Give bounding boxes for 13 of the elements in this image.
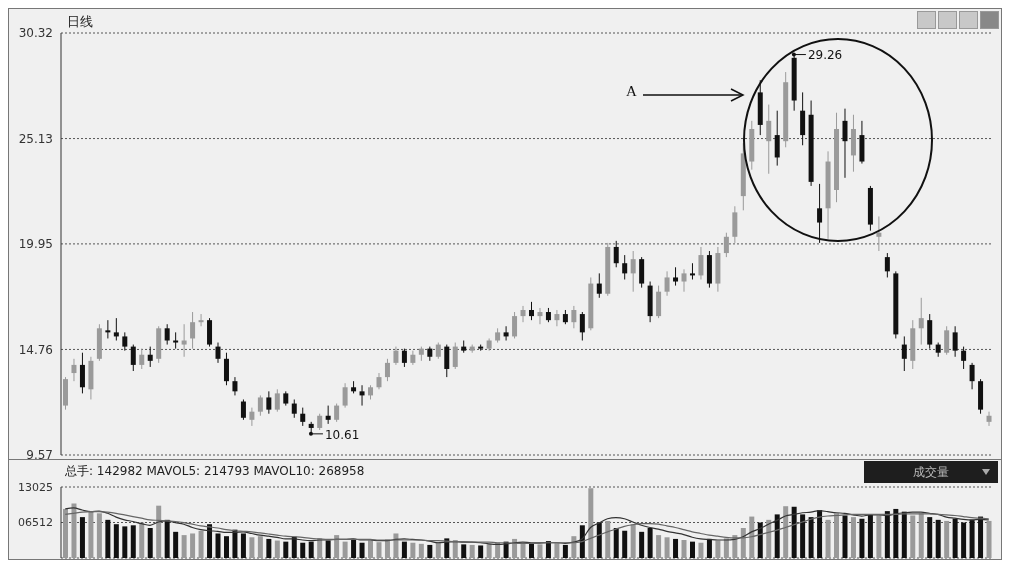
y-tick-label: 06512 — [18, 516, 53, 530]
chart-title: 日线 — [67, 13, 93, 31]
y-tick-label: 13025 — [18, 480, 53, 494]
y-tick-label: 25.13 — [18, 131, 53, 146]
text: 总手: 142982 MAVOL5: 214793 MAVOL10: 268958 — [65, 463, 365, 480]
annotation: A — [626, 83, 637, 100]
y-tick-label: 9.57 — [26, 448, 53, 463]
y-tick-label: 19.95 — [18, 237, 53, 252]
annotation: 29.26 — [807, 47, 843, 62]
annotation: 10.61 — [324, 427, 360, 442]
y-tick-label: 30.32 — [18, 26, 53, 41]
y-tick-label: 14.76 — [18, 342, 53, 357]
text: 成交量 — [864, 461, 998, 483]
